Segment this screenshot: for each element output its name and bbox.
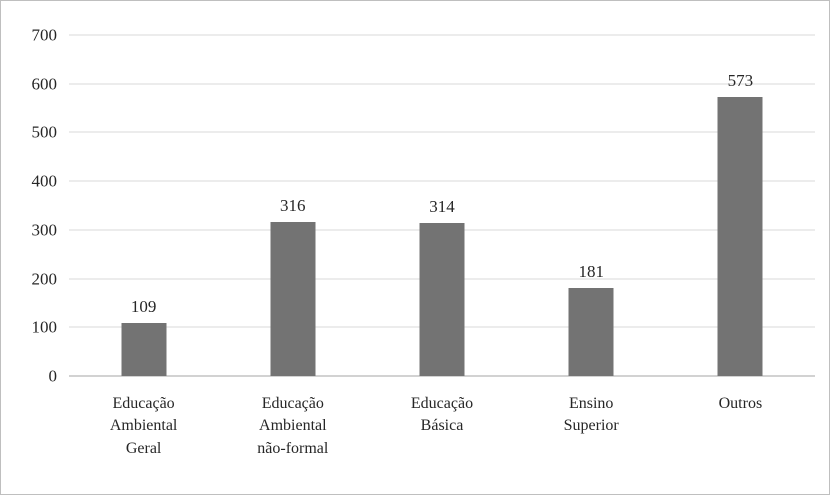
bar [270,222,316,376]
bar-value-label: 109 [130,296,157,316]
bar-value-label: 314 [429,197,455,217]
x-tick-label: Educação Básica [410,395,474,435]
y-tick-label: 700 [31,25,58,45]
bar [121,322,167,376]
bar [568,287,614,376]
y-tick-label: 600 [31,74,58,94]
x-tick-label: Educação Ambiental não-formal [257,395,329,457]
x-tick-label: Outros [718,395,763,412]
y-axis: 0 100 200 300 400 500 600 700 [1,27,58,385]
y-tick-label: 100 [31,317,58,337]
bar-slot: 109 [69,35,218,376]
bar-slot: 314 [367,35,516,376]
y-tick-label: 400 [31,171,58,191]
bar-slot: 573 [666,35,815,376]
plot-area: 109 316 314 181 573 [69,34,815,377]
bar-value-label: 181 [578,261,604,281]
y-tick-label: 0 [48,366,58,386]
gridline [69,34,815,36]
y-tick-label: 200 [31,269,58,289]
x-tick-label: Educação Ambiental Geral [109,395,178,457]
gridline [69,180,815,182]
x-tick-label: Ensino Superior [563,395,619,435]
bar-slot: 316 [218,35,367,376]
y-tick-label: 500 [31,122,58,142]
bar [419,223,465,376]
x-axis: Educação Ambiental Geral Educação Ambient… [69,393,815,460]
bar [717,96,763,376]
gridline [69,131,815,133]
gridline [69,83,815,85]
x-axis-line [69,375,815,377]
y-tick-label: 300 [31,220,58,240]
bars-container: 109 316 314 181 573 [69,35,815,376]
bar-slot: 181 [517,35,666,376]
bar-value-label: 573 [727,70,754,90]
bar-value-label: 316 [280,196,306,216]
